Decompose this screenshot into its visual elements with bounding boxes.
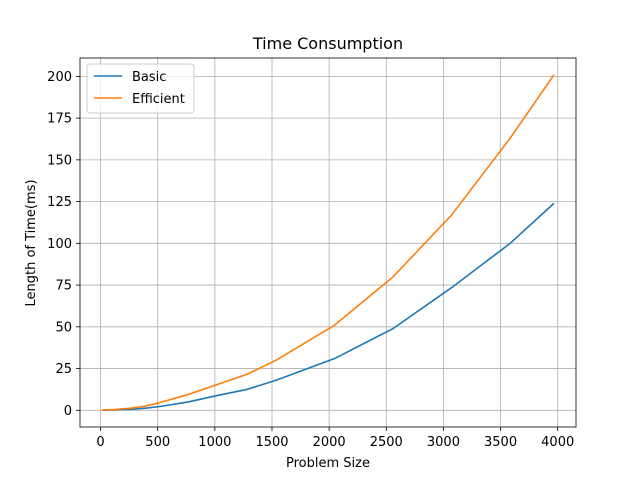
y-tick-label: 25 [55,362,72,377]
axis-ticks: 0 500 1000 1500 2000 2500 3000 3500 4000 0 25 50 75 1… [47,70,574,450]
legend-label-efficient: Efficient [132,92,185,107]
x-tick-label: 1500 [255,435,288,450]
y-tick-label: 200 [47,70,72,85]
legend: Basic Efficient [86,63,195,114]
y-tick-label: 100 [47,237,72,252]
x-tick-label: 500 [145,435,170,450]
legend-label-basic: Basic [132,70,166,85]
y-tick-label: 0 [64,404,72,419]
x-tick-label: 0 [96,435,104,450]
chart-title: Time Consumption [252,34,403,53]
y-tick-label: 125 [47,195,72,210]
series-lines [102,74,555,411]
x-axis-label: Problem Size [286,456,370,471]
x-tick-label: 3500 [484,435,517,450]
series-line-efficient [102,74,555,411]
grid [80,58,576,427]
y-axis-label: Length of Time(ms) [24,179,39,306]
y-tick-label: 175 [47,112,72,127]
x-tick-label: 3000 [427,435,460,450]
y-tick-label: 75 [55,279,72,294]
plot-frame [79,57,577,428]
x-tick-label: 4000 [541,435,574,450]
x-tick-label: 2500 [370,435,403,450]
x-tick-label: 1000 [198,435,231,450]
x-tick-label: 2000 [313,435,346,450]
y-tick-label: 150 [47,153,72,168]
y-tick-label: 50 [55,320,72,335]
